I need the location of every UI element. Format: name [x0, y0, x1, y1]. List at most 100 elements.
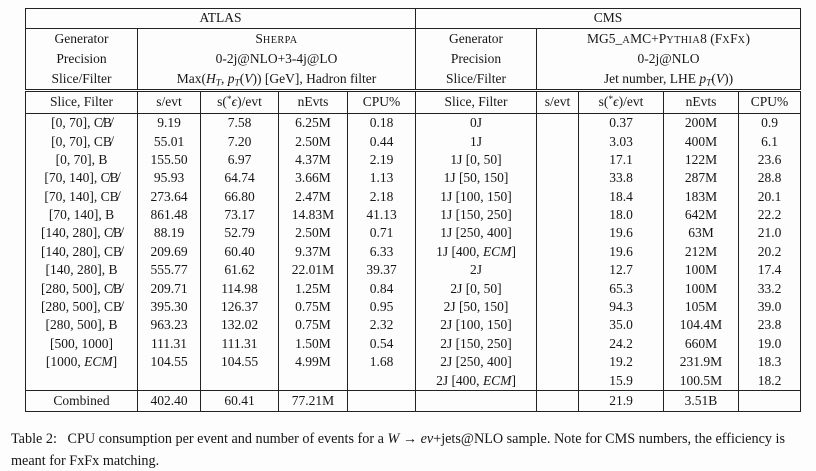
table-cell: 555.77 [137, 261, 201, 280]
table-cell: 1J [50, 150] [415, 169, 537, 188]
slice-filter-label: Slice/Filter [25, 69, 138, 92]
table-cell: [140, 280], B [25, 261, 138, 280]
table-cell: 0.95 [347, 297, 416, 317]
table-row: 2J [400, ECM] 15.9 100.5M 18.2 [415, 371, 801, 391]
atlas-section-title: ATLAS [25, 8, 416, 29]
cms-section-title: CMS [415, 8, 801, 29]
table-cell: 2.19 [347, 150, 416, 170]
generator-label: Generator [25, 28, 138, 49]
table-cell: [500, 1000] [25, 334, 138, 354]
table-cell: 52.79 [200, 224, 279, 243]
table-row: 1J 3.03 400M 6.1 [415, 132, 801, 151]
atlas-table: ATLAS Generator SHERPA Precision 0-2j@NL… [25, 8, 416, 412]
table-row: 2J 12.7 100M 17.4 [415, 261, 801, 280]
table-cell: 64.74 [200, 169, 279, 188]
table-cell: 0.75M [278, 316, 348, 335]
table-cell: 1.25M [278, 279, 348, 298]
table-row: [140, 280], B 555.77 61.62 22.01M 39.37 [25, 261, 416, 280]
table-cell: 19.2 [578, 353, 664, 372]
table-cell [137, 371, 201, 391]
table-cell: 6.25M [278, 113, 348, 133]
precision-value: 0-2j@NLO+3-4j@LO [137, 49, 416, 69]
table-cell: 0.44 [347, 132, 416, 151]
table-row: 0J 0.37 200M 0.9 [415, 113, 801, 133]
table-cell: 9.19 [137, 113, 201, 133]
cms-slice-filter-row: Slice/Filter Jet number, LHE pT(V)) [415, 69, 801, 92]
table-cell: 6.1 [738, 132, 801, 151]
table-row: [280, 500], C̸B̸ 209.71 114.98 1.25M 0.84 [25, 279, 416, 298]
table-cell: [280, 500], B [25, 316, 138, 335]
table-row: 1J [0, 50] 17.1 122M 23.6 [415, 150, 801, 170]
table-cell: [0, 70], C̸B̸ [25, 113, 138, 133]
table-cell: 60.40 [200, 242, 279, 262]
table-cell: 94.3 [578, 297, 664, 317]
table-row: [70, 140], CB̸ 273.64 66.80 2.47M 2.18 [25, 187, 416, 206]
column-header: Slice, Filter [25, 89, 138, 114]
table-row [25, 371, 416, 391]
column-header: CPU% [347, 89, 416, 114]
table-cell: 21.0 [738, 224, 801, 243]
table-cell: 20.1 [738, 187, 801, 206]
table-cell: 2.50M [278, 224, 348, 243]
table-cell: 95.93 [137, 169, 201, 188]
generator-value: MG5_AMC+PYTHIA8 (FXFX) [536, 28, 801, 49]
table-cell: 28.8 [738, 169, 801, 188]
table-cell: 77.21M [278, 389, 348, 412]
table-cell: 39.0 [738, 297, 801, 317]
precision-label: Precision [25, 49, 138, 69]
column-header: s/evt [137, 89, 201, 114]
table-cell [25, 371, 138, 391]
table-cell [415, 389, 537, 412]
table-cell: [70, 140], C̸B̸ [25, 169, 138, 188]
table-cell: [70, 140], B [25, 205, 138, 225]
table-cell: 660M [663, 334, 739, 354]
table-row: 1J [50, 150] 33.8 287M 28.8 [415, 169, 801, 188]
table-row: [280, 500], B 963.23 132.02 0.75M 2.32 [25, 316, 416, 335]
table-cell: 19.6 [578, 224, 664, 243]
table-cell: 17.4 [738, 261, 801, 280]
table-cell [536, 297, 579, 317]
table-cell [200, 371, 279, 391]
table-cell: 66.80 [200, 187, 279, 206]
table-cell: 1J [0, 50] [415, 150, 537, 170]
table-row: 1J [150, 250] 18.0 642M 22.2 [415, 205, 801, 225]
table-cell: 2J [250, 400] [415, 353, 537, 372]
table-cell: 0.18 [347, 113, 416, 133]
table-cell: 2.18 [347, 187, 416, 206]
table-cell: 7.58 [200, 113, 279, 133]
table-cell: 18.2 [738, 371, 801, 391]
atlas-precision-row: Precision 0-2j@NLO+3-4j@LO [25, 49, 416, 69]
table-cell: 209.71 [137, 279, 201, 298]
table-row: 1J [400, ECM] 19.6 212M 20.2 [415, 242, 801, 262]
table-cell: 2J [150, 250] [415, 334, 537, 354]
table-cell: 55.01 [137, 132, 201, 151]
atlas-table-body: [0, 70], C̸B̸ 9.19 7.58 6.25M 0.18 [0, 70], C… [25, 113, 416, 391]
table-cell: 21.9 [578, 389, 664, 412]
table-cell: 17.1 [578, 150, 664, 170]
table-cell [536, 113, 579, 133]
table-cell: 273.64 [137, 187, 201, 206]
table-cell: 73.17 [200, 205, 279, 225]
table-row: 2J [50, 150] 94.3 105M 39.0 [415, 297, 801, 317]
table-cell: 183M [663, 187, 739, 206]
precision-value: 0-2j@NLO [536, 49, 801, 69]
table-cell: 9.37M [278, 242, 348, 262]
table-cell [536, 150, 579, 170]
cms-column-header-row: Slice, Filter s/evt s(*ϵ)/evt nEvts CPU% [415, 89, 801, 114]
table-cell: 963.23 [137, 316, 201, 335]
table-cell: 1.68 [347, 353, 416, 372]
table-row: [0, 70], CB̸ 55.01 7.20 2.50M 0.44 [25, 132, 416, 151]
precision-label: Precision [415, 49, 537, 69]
table-row: 1J [100, 150] 18.4 183M 20.1 [415, 187, 801, 206]
table-cell: 22.2 [738, 205, 801, 225]
generator-value: SHERPA [137, 28, 416, 49]
table-cell [536, 132, 579, 151]
atlas-combined-row: Combined 402.40 60.41 77.21M [25, 389, 416, 412]
table-cell: 88.19 [137, 224, 201, 243]
table-cell: 0J [415, 113, 537, 133]
table-cell: 2.50M [278, 132, 348, 151]
table-cell: 126.37 [200, 297, 279, 317]
table-cell [536, 205, 579, 225]
table-cell: 100.5M [663, 371, 739, 391]
